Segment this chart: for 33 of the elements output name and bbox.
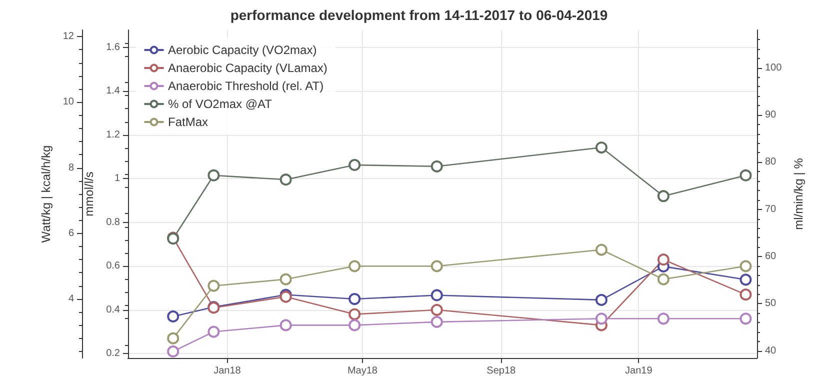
y-tick-label: 1.6 [106,42,120,53]
chart-title: performance development from 14-11-2017 to 06-04-2019 [230,7,608,23]
x-tick-label: Sep18 [486,366,516,376]
y3-tick-label: 12 [62,31,74,42]
legend-label: Aerobic Capacity (VO2max) [168,43,317,57]
y2-tick-label: 70 [765,204,777,215]
y3-tick-label: 6 [68,228,74,239]
y-tick-label: 1 [114,173,120,184]
y-tick-label: 0.6 [106,260,120,272]
x-tick-label: May18 [347,366,378,376]
y-tick-label: 0.8 [106,216,120,228]
legend-label: % of VO2max @AT [168,97,273,111]
y3-tick-label: 10 [62,96,74,108]
x-tick-label: Jan19 [625,366,653,376]
legend-label: Anaerobic Threshold (rel. AT) [168,79,324,93]
y2-axis-title: ml/min/kg | % [792,158,806,230]
legend-label: Anaerobic Capacity (VLamax) [168,61,328,75]
y-axis-title: mmol/l/s [82,172,96,216]
y2-tick-label: 80 [765,156,777,168]
y-tick-label: 0.4 [106,304,120,316]
y3-tick-label: 8 [68,162,74,174]
y2-tick-label: 100 [765,62,782,74]
y2-tick-label: 50 [765,298,777,310]
y3-axis-title: Watt/kg | kcal/h/kg [38,145,53,243]
y-tick-label: 1.4 [106,86,120,97]
y3-tick-label: 4 [68,293,74,304]
y-tick-label: 1.2 [106,129,120,140]
x-tick-label: Jan18 [214,366,242,376]
y2-tick-label: 90 [765,109,777,120]
y2-tick-label: 40 [765,345,777,356]
y-tick-label: 0.2 [106,348,120,360]
y2-tick-label: 60 [765,251,777,262]
legend-label: FatMax [168,115,208,129]
